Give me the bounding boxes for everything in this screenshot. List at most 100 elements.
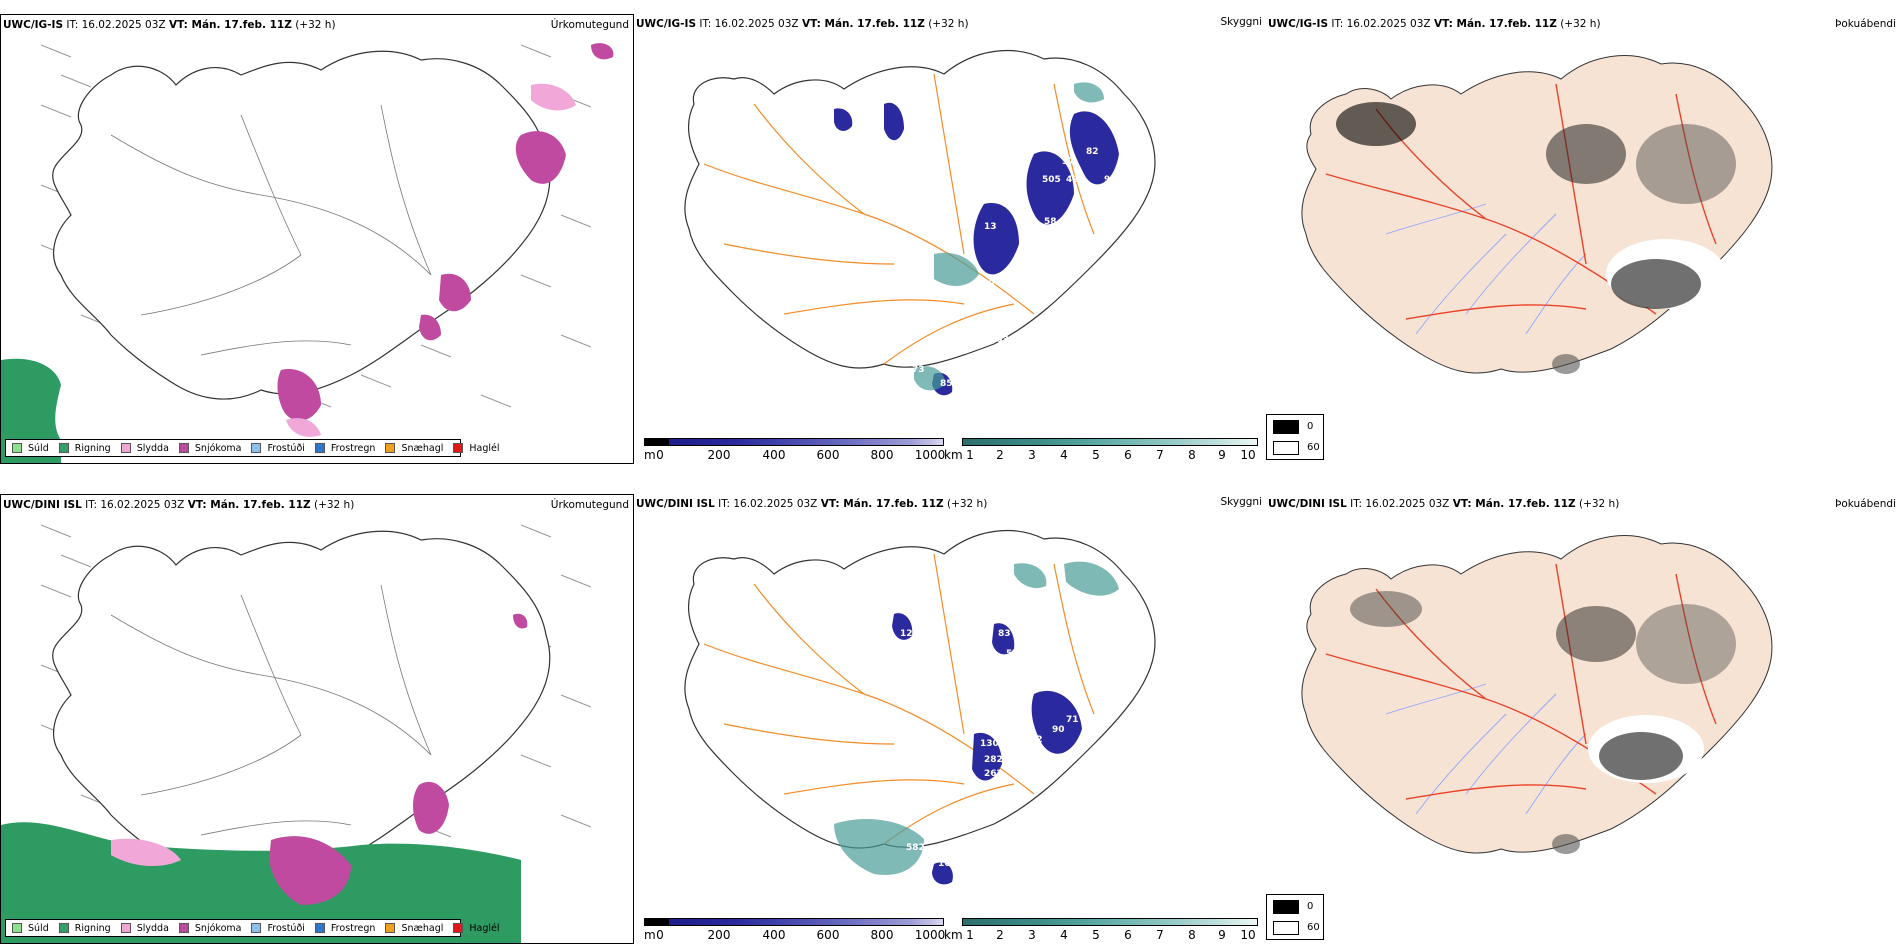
low-cloud-areas <box>834 102 1119 396</box>
scale-tick: 0 <box>656 448 664 462</box>
legend-label: Frostregn <box>330 442 376 454</box>
legend-swatch <box>314 923 325 933</box>
road-network <box>703 553 1095 845</box>
cloud-visibility-map: 76 102 13 42 505 42 37 82 90 97 58 66 89… <box>684 49 1156 396</box>
legend-label: Slydda <box>136 442 169 454</box>
legend-swatch <box>453 443 464 453</box>
fog-panel-row1: UWC/IG-IS IT: 16.02.2025 03Z VT: Mán. 17… <box>1266 14 1900 464</box>
iceland-outline <box>684 529 1156 849</box>
scale-tick: 600 <box>816 448 840 462</box>
roads <box>110 584 432 836</box>
scale-tick: 400 <box>762 928 786 942</box>
lead-time: (+32 h) <box>295 19 336 31</box>
cloud-base-label: 505 <box>1042 175 1061 185</box>
cloud-base-label: 103 <box>990 335 1009 345</box>
cloud-base-label: 82 <box>1030 735 1043 745</box>
road-network <box>703 73 1095 365</box>
fog-legend-label: 60 <box>1307 442 1320 453</box>
scale-tick: 3 <box>1028 928 1036 942</box>
cloud-base-label: 82 <box>1086 147 1099 157</box>
model-name: UWC/DINI ISL <box>3 499 82 511</box>
scale-tick: 1 <box>966 448 974 462</box>
panel-header: UWC/DINI ISL IT: 16.02.2025 03Z VT: Mán.… <box>3 499 354 511</box>
legend-swatch <box>178 443 189 453</box>
cloud-base-label: 90 <box>1052 725 1065 735</box>
scale-tick: 7 <box>1156 448 1164 462</box>
legend-item: Frostregn <box>314 442 376 454</box>
scale-tick: 8 <box>1188 448 1196 462</box>
cloud-base-scale: m 0 200 400 600 800 1000 <box>644 918 945 942</box>
valid-time: VT: Mán. 17.feb. 11Z <box>187 499 311 511</box>
scale-tick: 7 <box>1156 928 1164 942</box>
iceland-outline <box>52 50 551 400</box>
scale-tick: 9 <box>1218 928 1226 942</box>
cloud-base-label: 37 <box>1062 157 1075 167</box>
iceland-outline <box>52 530 551 880</box>
lead-time: (+32 h) <box>1560 18 1601 30</box>
init-time: IT: 16.02.2025 03Z <box>1331 18 1431 30</box>
fog-legend-label: 0 <box>1307 421 1314 432</box>
cloud-base-label: 42 <box>996 195 1009 205</box>
legend-item: Slydda <box>120 442 169 454</box>
scale-tick: 2 <box>996 448 1004 462</box>
legend-item: Rigning <box>58 923 111 934</box>
scale-tick: 3 <box>1028 448 1036 462</box>
cloud-base-label: 855 <box>940 379 959 389</box>
lead-time: (+32 h) <box>1578 498 1620 510</box>
scale-unit: km <box>944 928 963 942</box>
scale-tick: 400 <box>762 448 786 462</box>
panel-header: UWC/DINI ISL IT: 16.02.2025 03Z VT: Mán.… <box>1268 498 1619 510</box>
panel-title: Þokuábendi <box>1835 18 1896 30</box>
legend-label: Frostúði <box>267 442 305 454</box>
scale-bar <box>644 438 944 446</box>
scale-tick: 6 <box>1124 448 1132 462</box>
legend-item: Snjókoma <box>178 443 241 454</box>
cloud-base-label: 66 <box>1052 257 1065 267</box>
scale-tick: 8 <box>1188 928 1196 942</box>
legend-item: Haglél <box>453 443 500 454</box>
init-time: IT: 16.02.2025 03Z <box>1350 498 1450 510</box>
cloud-base-label: 58 <box>1044 217 1057 227</box>
scale-tick: 600 <box>816 928 840 942</box>
scale-tick: 5 <box>1092 448 1100 462</box>
panel-title: Skyggni <box>1220 496 1263 508</box>
visibility-scale: km 1 2 3 4 5 6 7 8 9 10 <box>944 438 1260 462</box>
fog-legend-label: 0 <box>1307 901 1314 912</box>
init-time: IT: 16.02.2025 03Z <box>718 498 818 510</box>
cloud-base-label: 84 <box>1014 291 1027 301</box>
fog-swatch-black <box>1273 420 1299 434</box>
legend-label: Slydda <box>136 922 169 934</box>
fog-legend: 0 60 <box>1266 894 1324 940</box>
cloud-base-label: 282 <box>984 755 1003 765</box>
legend-label: Frostregn <box>330 922 376 934</box>
legend-swatch <box>12 923 22 933</box>
legend-swatch <box>314 443 325 453</box>
lead-time: (+32 h) <box>946 498 988 510</box>
cloud-base-label: 13 <box>984 222 997 232</box>
fog-legend: 0 60 <box>1266 414 1324 460</box>
cloud-base-label: 125 <box>990 677 1009 687</box>
panel-title: Þokuábendi <box>1835 498 1896 510</box>
legend-label: Snæhagl <box>401 922 444 934</box>
scale-tick: 2 <box>996 928 1004 942</box>
cloud-base-label: 90 <box>1104 175 1117 185</box>
panel-header: UWC/DINI ISL IT: 16.02.2025 03Z VT: Mán.… <box>636 498 987 510</box>
legend-swatch <box>12 443 22 453</box>
legend-item: Frostúði <box>251 442 305 454</box>
legend-swatch <box>251 923 262 933</box>
legend-label: Rigning <box>74 442 111 454</box>
precip-type-panel-row2: UWC/DINI ISL IT: 16.02.2025 03Z VT: Mán.… <box>0 494 634 944</box>
legend-label: Súld <box>28 442 49 454</box>
legend-swatch <box>58 443 69 453</box>
valid-time: VT: Mán. 17.feb. 11Z <box>801 18 925 30</box>
cloud-base-label: 12 <box>900 629 913 639</box>
rivers <box>1385 203 1587 335</box>
legend-swatch <box>453 923 464 933</box>
legend-item: Frostúði <box>251 923 305 934</box>
valid-time: VT: Mán. 17.feb. 11Z <box>168 19 292 31</box>
scale-unit: m <box>644 928 656 942</box>
panel-header: UWC/IG-IS IT: 16.02.2025 03Z VT: Mán. 17… <box>636 18 969 30</box>
legend-item: Snæhagl <box>385 443 443 454</box>
rain-area <box>1 358 61 463</box>
panel-title: Úrkomutegund <box>550 19 629 31</box>
